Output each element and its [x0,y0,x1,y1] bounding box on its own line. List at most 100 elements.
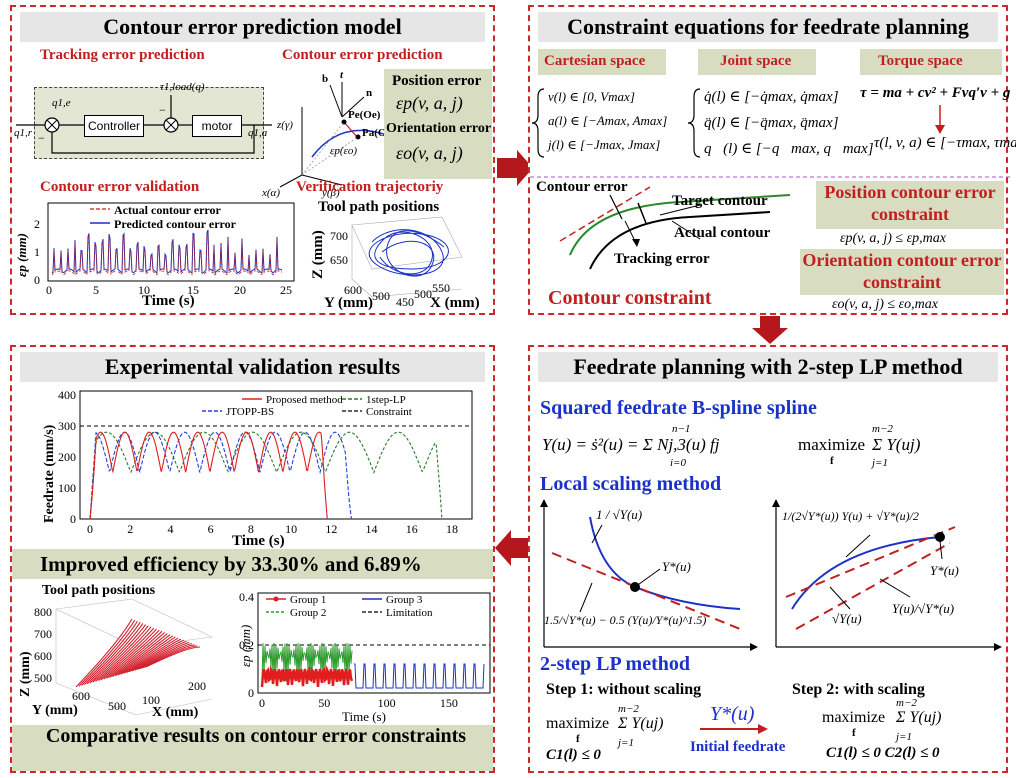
panel-title: Experimental validation results [20,352,485,382]
p3d-ytick-0: 600 [72,689,90,703]
pt-pe: Pe(Oe) [348,109,381,121]
comparative-banner [12,725,493,771]
frac-left-bottom: 1.5/√Y*(u) − 0.5 (Y(u)/Y*(u)^1.5) [544,613,707,627]
ytick-0: 0 [34,273,40,287]
ep-ylab: εp (mm) [238,624,253,667]
vec-n: n [366,87,373,99]
minus-1: − [38,131,45,145]
ytick-4: 400 [58,388,76,402]
torque-eq-2: τ(l, v, a) ∈ [−τmax, τmax] [874,135,1016,151]
surface-line-1 [78,619,136,687]
ep-ytick-2: 0.4 [239,590,254,604]
max-sum-top-2: m−2 [618,703,639,715]
torque-eq-1: τ = ma + cv² + Fvq′v + g [860,85,1011,101]
panel-experimental-results: Experimental validation results 0 100 200 3… [10,345,495,773]
p3d-ztick-1: 650 [330,253,348,267]
xtick-9: 18 [446,522,458,536]
ystar-right: Y*(u) [930,563,959,578]
cart-eq-2: j(l) ∈ [−Jmax, Jmax] [548,137,661,152]
legend-actual: Actual contour error [114,203,221,217]
ep-xtick-3: 150 [440,696,458,710]
ep-ytick-0: 0 [248,686,254,700]
surface-line-5 [89,624,147,684]
frac-left-top: 1 / √Y(u) [596,507,643,522]
motor-block: motor [192,115,242,137]
bspline-eq: Y(u) = ṡ²(u) = Σ Nj,3(u) fj [542,435,720,454]
pos-err-label: Position error [392,73,482,89]
panel-title: Constraint equations for feedrate planni… [538,12,998,42]
local-scaling-plots [540,499,1002,734]
legend-1step: 1step-LP [366,394,406,406]
xtick-3: 6 [208,522,214,536]
ep-xtick-2: 100 [378,696,396,710]
legend-limit: Limitation [386,607,433,619]
surface-line-3 [84,622,141,685]
feedrate-chart: 0 100 200 300 400 0 2 4 6 8 10 12 14 16 18 Proposed met… [58,388,473,536]
max-sum-top-1: m−2 [872,423,893,435]
surface-line-25 [145,646,201,668]
ytick-1: 100 [58,481,76,495]
cart-eq-0: v(l) ∈ [0, Vmax] [548,89,635,104]
ep-xlab: Time (s) [342,709,386,724]
bspline-sum-top: n−1 [672,423,691,435]
p3d-ztick-2: 600 [34,649,52,663]
tool-path-title: Tool path positions [318,199,440,215]
xtick-1: 5 [93,283,99,297]
feedrate-xlab: Time (s) [232,533,285,549]
p3d-ytick-1: 500 [372,289,390,303]
frac-right-b1: √Y(u) [832,611,862,626]
xtick-5: 25 [280,283,292,297]
c12: C1(l) ≤ 0 C2(l) ≤ 0 [826,745,940,761]
panel-contour-error-model: Contour error prediction model Tracking … [10,5,495,315]
joint-eq-0: q̇(l) ∈ [−q̇max, q̇max] [704,89,839,105]
panel-title: Feedrate planning with 2-step LP method [538,352,998,382]
contour-error-chart [47,202,295,282]
step2: Step 2: with scaling [792,681,925,698]
tool-path-title: Tool path positions [42,583,156,598]
frac-right-b2: Y(u)/√Y*(u) [892,601,955,616]
arrow-down-icon [752,316,788,344]
joint-eq-2: q⃛(l) ∈ [−q⃛max, q⃛max] [704,141,874,157]
ep-xtick-1: 50 [318,696,330,710]
xtick-4: 20 [234,283,246,297]
p3d-z: Z (mm) [310,230,326,279]
series-proposed [89,431,328,520]
ori-err-eq: εo(v, a, j) [396,143,463,163]
cart-label-box [538,49,666,75]
torque-label: Torque space [878,53,963,69]
ytick-0: 0 [70,512,76,526]
surface-line-19 [128,639,184,673]
max-sum-bot-1: j=1 [872,457,888,469]
series-jtopp-bs [89,431,352,520]
legend-constraint: Constraint [366,406,412,418]
p3d-y: Y (mm) [324,295,374,311]
xtick-8: 16 [406,522,418,536]
cart-eq-1: a(l) ∈ [−Amax, Amax] [548,113,668,128]
legend-g2: Group 2 [290,607,326,619]
ori-constraint-eq: εo(v, a, j) ≤ εo,max [832,297,938,312]
max-sub-3: f [852,727,856,739]
improved-banner [12,549,493,579]
series-predicted [51,229,283,275]
joint-label-box [698,49,816,75]
minus-2: − [159,103,166,117]
surface-line-12 [109,632,166,678]
xtick-0: 0 [87,522,93,536]
ep-xtick-0: 0 [259,696,265,710]
max-expr-2: Σ Y(uj) [618,715,664,732]
series-actual [51,231,283,276]
p3d-y: Y (mm) [32,703,78,718]
xtick-0: 0 [46,283,52,297]
ori-constraint-box [800,249,1004,295]
surface-line-24 [142,645,198,669]
legend-g1: Group 1 [290,594,326,606]
surface-line-18 [126,638,182,674]
arrow-left-icon [495,530,529,566]
surface-line-17 [123,637,179,674]
brace-icons [530,88,1010,270]
p3d-xtick-mid: 500 [414,287,432,301]
surface-line-15 [117,635,174,676]
pos-constraint-eq: εp(v, a, j) ≤ εp,max [840,231,946,246]
comparative-text: Comparative results on contour error con… [45,725,467,747]
pos-constraint-box [816,181,1004,229]
